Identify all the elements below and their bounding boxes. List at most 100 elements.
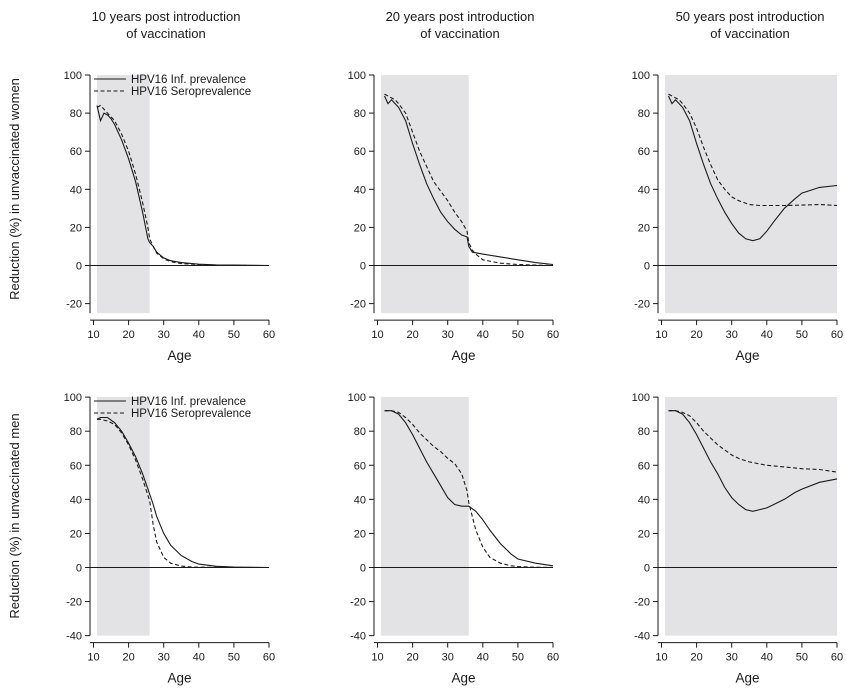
y-tick-label: 100 — [64, 392, 82, 404]
y-tick-label: 20 — [638, 222, 650, 234]
vaccination-shaded-region — [665, 397, 837, 636]
y-tick-label: 0 — [644, 563, 650, 575]
x-tick-label: 30 — [726, 652, 738, 664]
x-tick-label: 40 — [477, 652, 489, 664]
x-tick-label: 10 — [87, 329, 99, 341]
vaccination-shaded-region — [97, 75, 150, 314]
x-tick-label: 10 — [87, 652, 99, 664]
legend-label: HPV16 Inf. prevalence — [131, 74, 246, 86]
y-tick-label: -20 — [634, 597, 650, 609]
x-tick-label: 50 — [512, 652, 524, 664]
x-tick-label: 20 — [690, 652, 702, 664]
y-tick-label: 100 — [64, 70, 82, 82]
y-tick-label: 60 — [638, 146, 650, 158]
x-tick-label: 30 — [726, 329, 738, 341]
y-tick-label: -20 — [66, 597, 82, 609]
seroprevalence-curve — [97, 418, 269, 569]
y-tick-label: 60 — [638, 460, 650, 472]
vaccination-shaded-region — [97, 397, 150, 636]
y-tick-label: 80 — [638, 426, 650, 438]
x-tick-label: 30 — [158, 329, 170, 341]
seroprevalence-curve — [96, 104, 269, 267]
y-tick-label: -40 — [350, 631, 366, 643]
panel-r2-c2: -40 -20 0 20 40 60 80 100 10 20 30 40 50 60 Age — [348, 392, 559, 686]
infection-prevalence-curve — [668, 95, 838, 242]
column-title-1-line-1: 10 years post introduction — [92, 9, 241, 24]
y-tick-label: 40 — [70, 184, 82, 196]
seroprevalence-curve — [384, 93, 554, 267]
column-title-2-line-2: of vaccination — [420, 26, 500, 41]
panel-r1-c3: -20 0 20 40 60 80 100 10 20 30 40 50 60 Age — [632, 70, 843, 363]
infection-prevalence-curve — [96, 416, 270, 569]
x-tick-label: 40 — [193, 329, 205, 341]
x-axis-title: Age — [167, 671, 191, 686]
panel-r2-c3: -40 -20 0 20 40 60 80 100 10 20 30 40 50 60 Age — [632, 392, 843, 686]
x-tick-label: 60 — [831, 652, 843, 664]
vaccination-shaded-region — [381, 75, 469, 314]
column-title-3-line-2: of vaccination — [710, 26, 790, 41]
y-tick-label: 40 — [70, 494, 82, 506]
y-tick-label: -40 — [634, 631, 650, 643]
panel-r1-c2: -20 0 20 40 60 80 100 10 20 30 40 50 60 Age — [348, 70, 559, 363]
x-tick-label: 10 — [655, 329, 667, 341]
x-tick-label: 50 — [228, 652, 240, 664]
vaccination-shaded-region — [665, 75, 837, 314]
x-tick-label: 10 — [655, 652, 667, 664]
x-tick-label: 20 — [122, 652, 134, 664]
y-tick-label: 0 — [76, 261, 82, 273]
y-tick-label: 100 — [348, 70, 366, 82]
y-tick-label: 80 — [70, 108, 82, 120]
y-tick-label: -20 — [634, 299, 650, 311]
x-tick-label: 60 — [263, 652, 275, 664]
y-tick-label: 0 — [76, 563, 82, 575]
x-tick-label: 10 — [371, 652, 383, 664]
y-tick-label: -20 — [66, 299, 82, 311]
y-tick-label: -20 — [350, 597, 366, 609]
vaccination-shaded-region — [381, 397, 469, 636]
y-tick-label: 40 — [638, 184, 650, 196]
x-tick-label: 60 — [263, 329, 275, 341]
y-tick-label: 20 — [70, 222, 82, 234]
x-tick-label: 40 — [477, 329, 489, 341]
y-tick-label: 20 — [354, 528, 366, 540]
y-tick-label: 80 — [354, 108, 366, 120]
x-axis-title: Age — [735, 671, 759, 686]
column-title-2-line-1: 20 years post introduction — [386, 9, 535, 24]
legend-label: HPV16 Seroprevalence — [131, 408, 251, 420]
x-tick-label: 60 — [831, 329, 843, 341]
x-tick-label: 40 — [193, 652, 205, 664]
x-tick-label: 60 — [547, 329, 559, 341]
seroprevalence-curve — [668, 410, 838, 473]
y-tick-label: 100 — [348, 392, 366, 404]
y-tick-label: 60 — [70, 146, 82, 158]
x-axis-title: Age — [735, 348, 759, 363]
y-tick-label: 40 — [354, 494, 366, 506]
y-tick-label: 0 — [360, 261, 366, 273]
x-tick-label: 30 — [158, 652, 170, 664]
y-tick-label: 80 — [638, 108, 650, 120]
x-tick-label: 50 — [512, 329, 524, 341]
infection-prevalence-curve — [384, 410, 554, 567]
y-tick-label: 20 — [354, 222, 366, 234]
x-axis-title: Age — [167, 348, 191, 363]
x-tick-label: 20 — [406, 652, 418, 664]
y-tick-label: 100 — [632, 392, 650, 404]
infection-prevalence-curve — [384, 95, 554, 266]
y-tick-label: 0 — [360, 563, 366, 575]
x-tick-label: 20 — [122, 329, 134, 341]
y-tick-label: 60 — [354, 146, 366, 158]
y-tick-label: 40 — [638, 494, 650, 506]
y-tick-label: 20 — [70, 528, 82, 540]
y-tick-label: -20 — [350, 299, 366, 311]
x-tick-label: 20 — [406, 329, 418, 341]
y-tick-label: 40 — [354, 184, 366, 196]
x-tick-label: 50 — [796, 652, 808, 664]
seroprevalence-curve — [668, 93, 838, 207]
row-label-women: Reduction (%) in unvaccinated women — [7, 78, 22, 300]
y-tick-label: 80 — [354, 426, 366, 438]
x-tick-label: 20 — [690, 329, 702, 341]
